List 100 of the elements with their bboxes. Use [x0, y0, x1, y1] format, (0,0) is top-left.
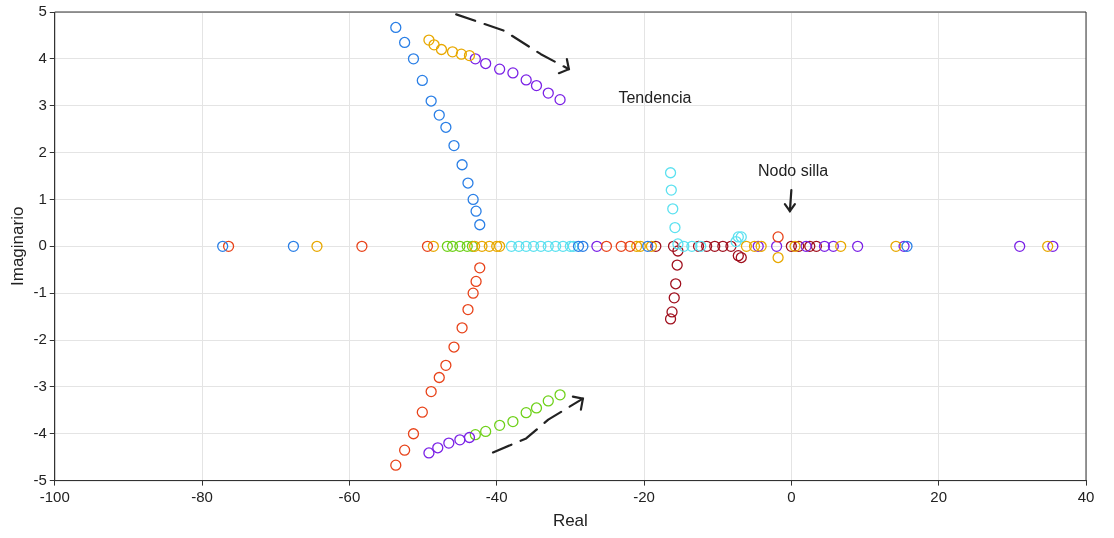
point	[554, 389, 566, 401]
point	[577, 240, 589, 252]
y-tick-label: -2	[33, 330, 47, 348]
point	[1047, 240, 1059, 252]
point	[549, 240, 562, 252]
point	[455, 48, 467, 60]
point	[446, 240, 459, 252]
point	[470, 205, 482, 217]
point	[507, 415, 519, 428]
point	[483, 240, 495, 252]
point	[454, 240, 466, 252]
point	[827, 240, 839, 252]
point	[463, 49, 476, 62]
point	[407, 53, 420, 65]
y-axis-title: Imaginario	[7, 206, 27, 286]
y-tick-label: -1	[33, 283, 47, 301]
point	[398, 36, 411, 49]
point	[730, 235, 742, 248]
point	[642, 240, 654, 252]
annotation: Nodo silla	[757, 162, 829, 180]
point	[645, 240, 658, 252]
y-tick-label: 0	[38, 236, 47, 254]
point	[427, 240, 440, 252]
point	[480, 57, 492, 70]
point	[217, 240, 229, 252]
x-tick-label: -80	[191, 487, 213, 505]
point	[667, 203, 679, 215]
point	[557, 240, 569, 252]
point	[530, 402, 543, 414]
point	[785, 240, 797, 252]
point	[356, 240, 368, 252]
x-axis-title: Real	[552, 511, 588, 531]
point	[709, 240, 721, 252]
point	[800, 240, 812, 252]
x-tick-label: -100	[39, 487, 70, 505]
point	[469, 53, 481, 65]
x-tick-label: 0	[787, 487, 796, 505]
point	[461, 240, 473, 252]
point	[423, 447, 435, 459]
point	[435, 43, 448, 56]
point	[398, 444, 411, 456]
y-tick-label: 5	[38, 2, 47, 20]
point	[542, 87, 554, 99]
point	[527, 240, 540, 252]
point	[446, 46, 459, 58]
point	[650, 240, 662, 252]
point	[664, 167, 677, 179]
point	[667, 240, 680, 252]
x-tick-label: -60	[338, 487, 361, 505]
point	[476, 240, 488, 252]
x-tick-label: 40	[1077, 487, 1095, 505]
y-tick-label: -5	[33, 470, 47, 488]
point	[441, 240, 453, 252]
point	[428, 39, 440, 51]
point	[421, 240, 434, 252]
point	[535, 240, 547, 252]
point	[542, 240, 554, 252]
point	[467, 287, 479, 299]
point	[624, 240, 636, 252]
x-tick-label: 20	[930, 487, 948, 505]
point	[494, 419, 506, 431]
y-tick-label: 2	[38, 142, 47, 160]
point	[1042, 240, 1054, 252]
point	[432, 442, 444, 454]
point	[311, 240, 323, 252]
point	[456, 159, 468, 171]
point	[433, 371, 445, 384]
point	[474, 262, 486, 274]
point	[852, 240, 864, 252]
point	[772, 231, 784, 243]
point	[890, 240, 902, 252]
point	[520, 240, 532, 252]
point	[725, 240, 737, 252]
point	[407, 428, 420, 440]
point	[480, 425, 492, 438]
point	[462, 177, 474, 189]
point	[669, 221, 681, 234]
point	[390, 459, 402, 471]
point	[748, 240, 761, 252]
point	[463, 431, 476, 444]
point	[572, 240, 585, 252]
point	[520, 74, 532, 86]
y-tick-label: 4	[38, 49, 47, 66]
point	[474, 219, 486, 231]
point	[467, 193, 479, 206]
point	[494, 63, 506, 75]
point	[665, 184, 677, 196]
point	[456, 322, 468, 334]
point	[425, 385, 437, 398]
y-tick-label: -3	[33, 377, 47, 395]
point	[416, 406, 428, 418]
point	[740, 240, 753, 252]
point	[440, 359, 452, 371]
point	[507, 67, 519, 79]
annotation: Tendencia	[618, 88, 692, 106]
point	[804, 240, 816, 252]
point	[454, 434, 466, 446]
point	[672, 238, 684, 250]
point	[520, 407, 532, 419]
point	[505, 240, 518, 252]
